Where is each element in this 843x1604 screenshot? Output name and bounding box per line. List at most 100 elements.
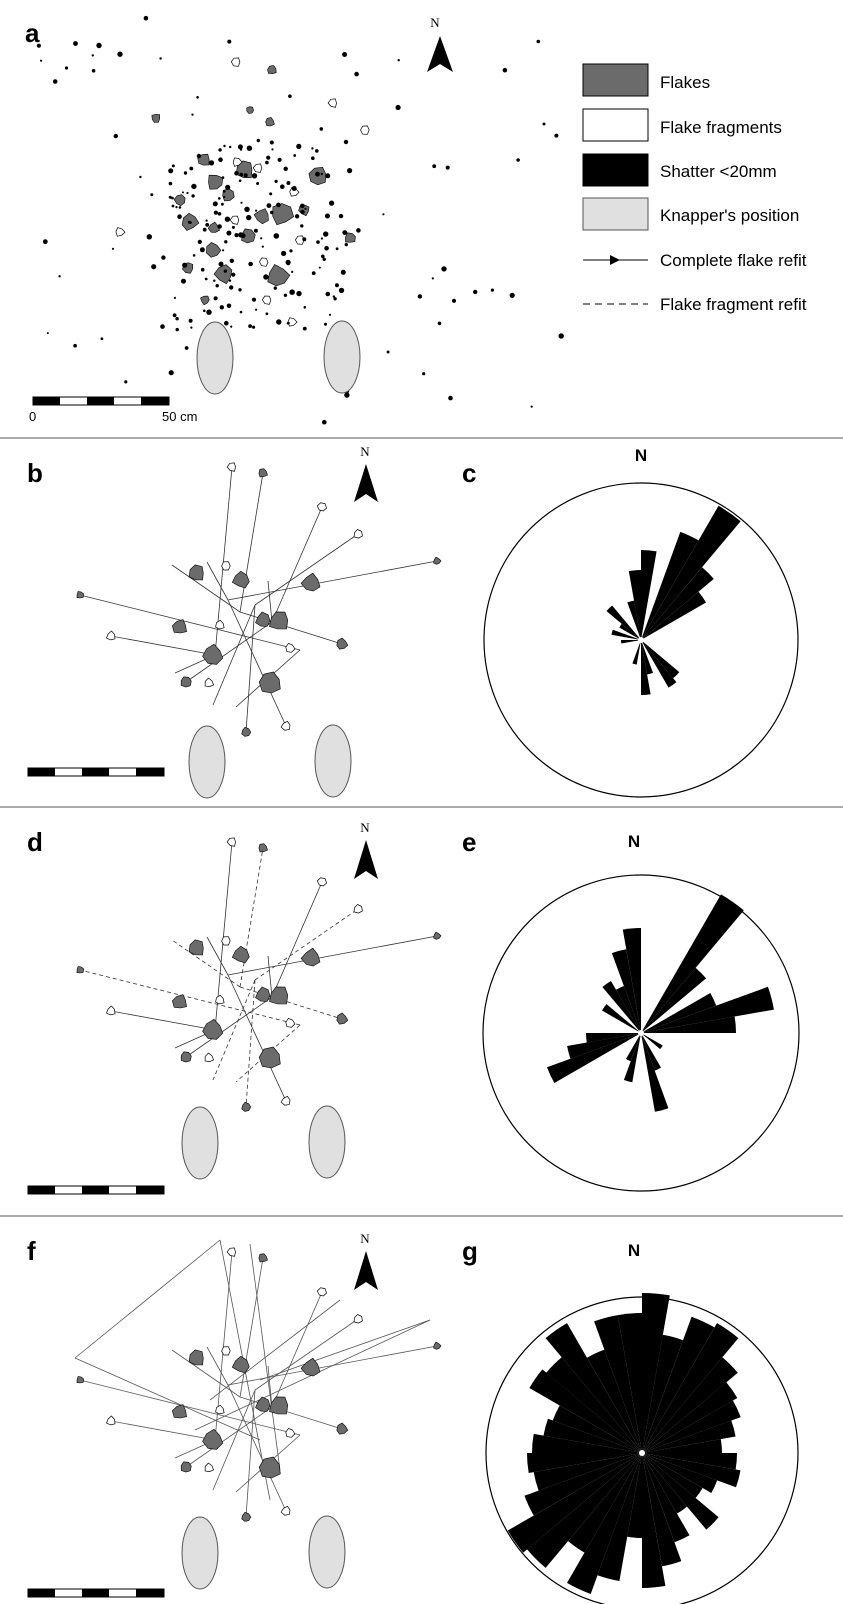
flake-icon xyxy=(258,1046,281,1069)
flake-icon xyxy=(258,671,281,694)
shatter-icon xyxy=(244,206,250,212)
shatter-icon xyxy=(238,179,242,182)
shatter-icon xyxy=(171,196,174,200)
shatter-icon xyxy=(217,212,222,216)
rose-petal xyxy=(641,640,653,675)
shatter-icon xyxy=(46,332,49,335)
fragment-icon xyxy=(316,502,328,512)
rose-petal xyxy=(642,1453,687,1514)
shatter-icon xyxy=(175,206,178,209)
shatter-icon xyxy=(441,266,447,272)
panel-label-b: b xyxy=(27,458,43,488)
knapper-position-left xyxy=(181,1516,219,1590)
flake-icon xyxy=(171,1404,187,1419)
shatter-icon xyxy=(213,296,218,301)
fragment-icon xyxy=(204,1462,215,1472)
scale-bar xyxy=(27,1185,165,1195)
rose-north-label: N xyxy=(635,446,647,465)
complete-refit-line xyxy=(79,594,301,651)
complete-refit-line xyxy=(245,604,256,733)
flake-icon xyxy=(151,114,160,123)
rose-petal xyxy=(642,1453,682,1567)
shatter-icon xyxy=(206,309,212,315)
shatter-icon xyxy=(205,223,210,227)
shatter-icon xyxy=(294,214,300,219)
legend-symbol-complete-refit xyxy=(583,255,648,265)
shatter-icon xyxy=(246,214,252,221)
flake-icon xyxy=(265,117,275,127)
shatter-icon xyxy=(224,240,228,244)
rose-north-label: N xyxy=(628,1241,640,1260)
rose-petal xyxy=(632,640,641,665)
shatter-icon xyxy=(318,266,321,269)
shatter-icon xyxy=(224,320,229,326)
shatter-icon xyxy=(139,175,142,179)
shatter-icon xyxy=(344,242,348,247)
rose-petal xyxy=(641,1033,669,1112)
shatter-icon xyxy=(159,57,162,60)
shatter-icon xyxy=(150,193,154,197)
north-arrow-label: N xyxy=(360,820,370,835)
flake-icon xyxy=(241,1101,252,1112)
shatter-icon xyxy=(316,240,320,244)
rose-petal xyxy=(641,531,699,640)
rose-petal xyxy=(641,1033,661,1071)
rose-petal xyxy=(642,1453,738,1470)
rose-petal xyxy=(533,1453,642,1491)
flake-icon xyxy=(241,1511,252,1522)
shatter-icon xyxy=(395,104,401,111)
refit-line xyxy=(209,1299,341,1401)
shatter-icon xyxy=(40,59,43,62)
fragment-icon xyxy=(221,1346,231,1356)
shatter-icon xyxy=(256,182,260,185)
shatter-icon xyxy=(335,247,339,251)
fragment-icon xyxy=(360,125,370,135)
shatter-icon xyxy=(437,321,442,326)
shatter-icon xyxy=(302,237,307,242)
shatter-icon xyxy=(146,234,152,240)
shatter-icon xyxy=(182,262,188,268)
shatter-icon xyxy=(509,292,515,298)
rose-petal xyxy=(623,1033,641,1083)
shatter-icon xyxy=(451,298,457,303)
shatter-icon xyxy=(261,245,264,248)
rose-petal xyxy=(642,1453,719,1530)
rose-petal xyxy=(568,1453,642,1553)
shatter-icon xyxy=(226,303,232,309)
panel-label-c: c xyxy=(462,458,476,488)
flake-icon xyxy=(208,174,224,190)
flake-icon xyxy=(433,1341,442,1350)
flake-icon xyxy=(188,939,204,956)
flake-icon xyxy=(241,726,252,737)
shatter-icon xyxy=(322,419,327,425)
rose-petal xyxy=(585,1033,641,1043)
fragment-icon xyxy=(285,1427,296,1438)
shatter-icon xyxy=(223,144,226,148)
flake-icon xyxy=(213,264,233,285)
shatter-icon xyxy=(168,195,172,199)
rose-north-label: N xyxy=(628,832,640,851)
knapper-position-left xyxy=(181,1106,219,1180)
shatter-icon xyxy=(199,247,205,253)
shatter-icon xyxy=(208,160,215,166)
flake-icon xyxy=(267,264,291,287)
flake-icon xyxy=(433,556,442,565)
shatter-icon xyxy=(248,324,253,328)
fragment-icon xyxy=(221,936,231,946)
fragment-icon xyxy=(226,462,236,472)
rose-petal xyxy=(642,1453,666,1588)
flake-icon xyxy=(188,564,204,581)
rose-petal xyxy=(597,1453,642,1581)
complete-refit-line xyxy=(239,472,264,613)
shatter-icon xyxy=(192,254,196,257)
fragment-icon xyxy=(316,1287,328,1297)
complete-refit-line xyxy=(267,580,273,623)
rose-diagram-petals xyxy=(606,505,741,696)
shatter-icon xyxy=(231,272,236,277)
flake-icon xyxy=(345,232,356,243)
rose-petal xyxy=(642,1439,723,1453)
shatter-icon xyxy=(215,284,219,288)
shatter-icon xyxy=(189,166,194,171)
shatter-icon xyxy=(187,220,191,224)
shatter-icon xyxy=(204,277,208,281)
